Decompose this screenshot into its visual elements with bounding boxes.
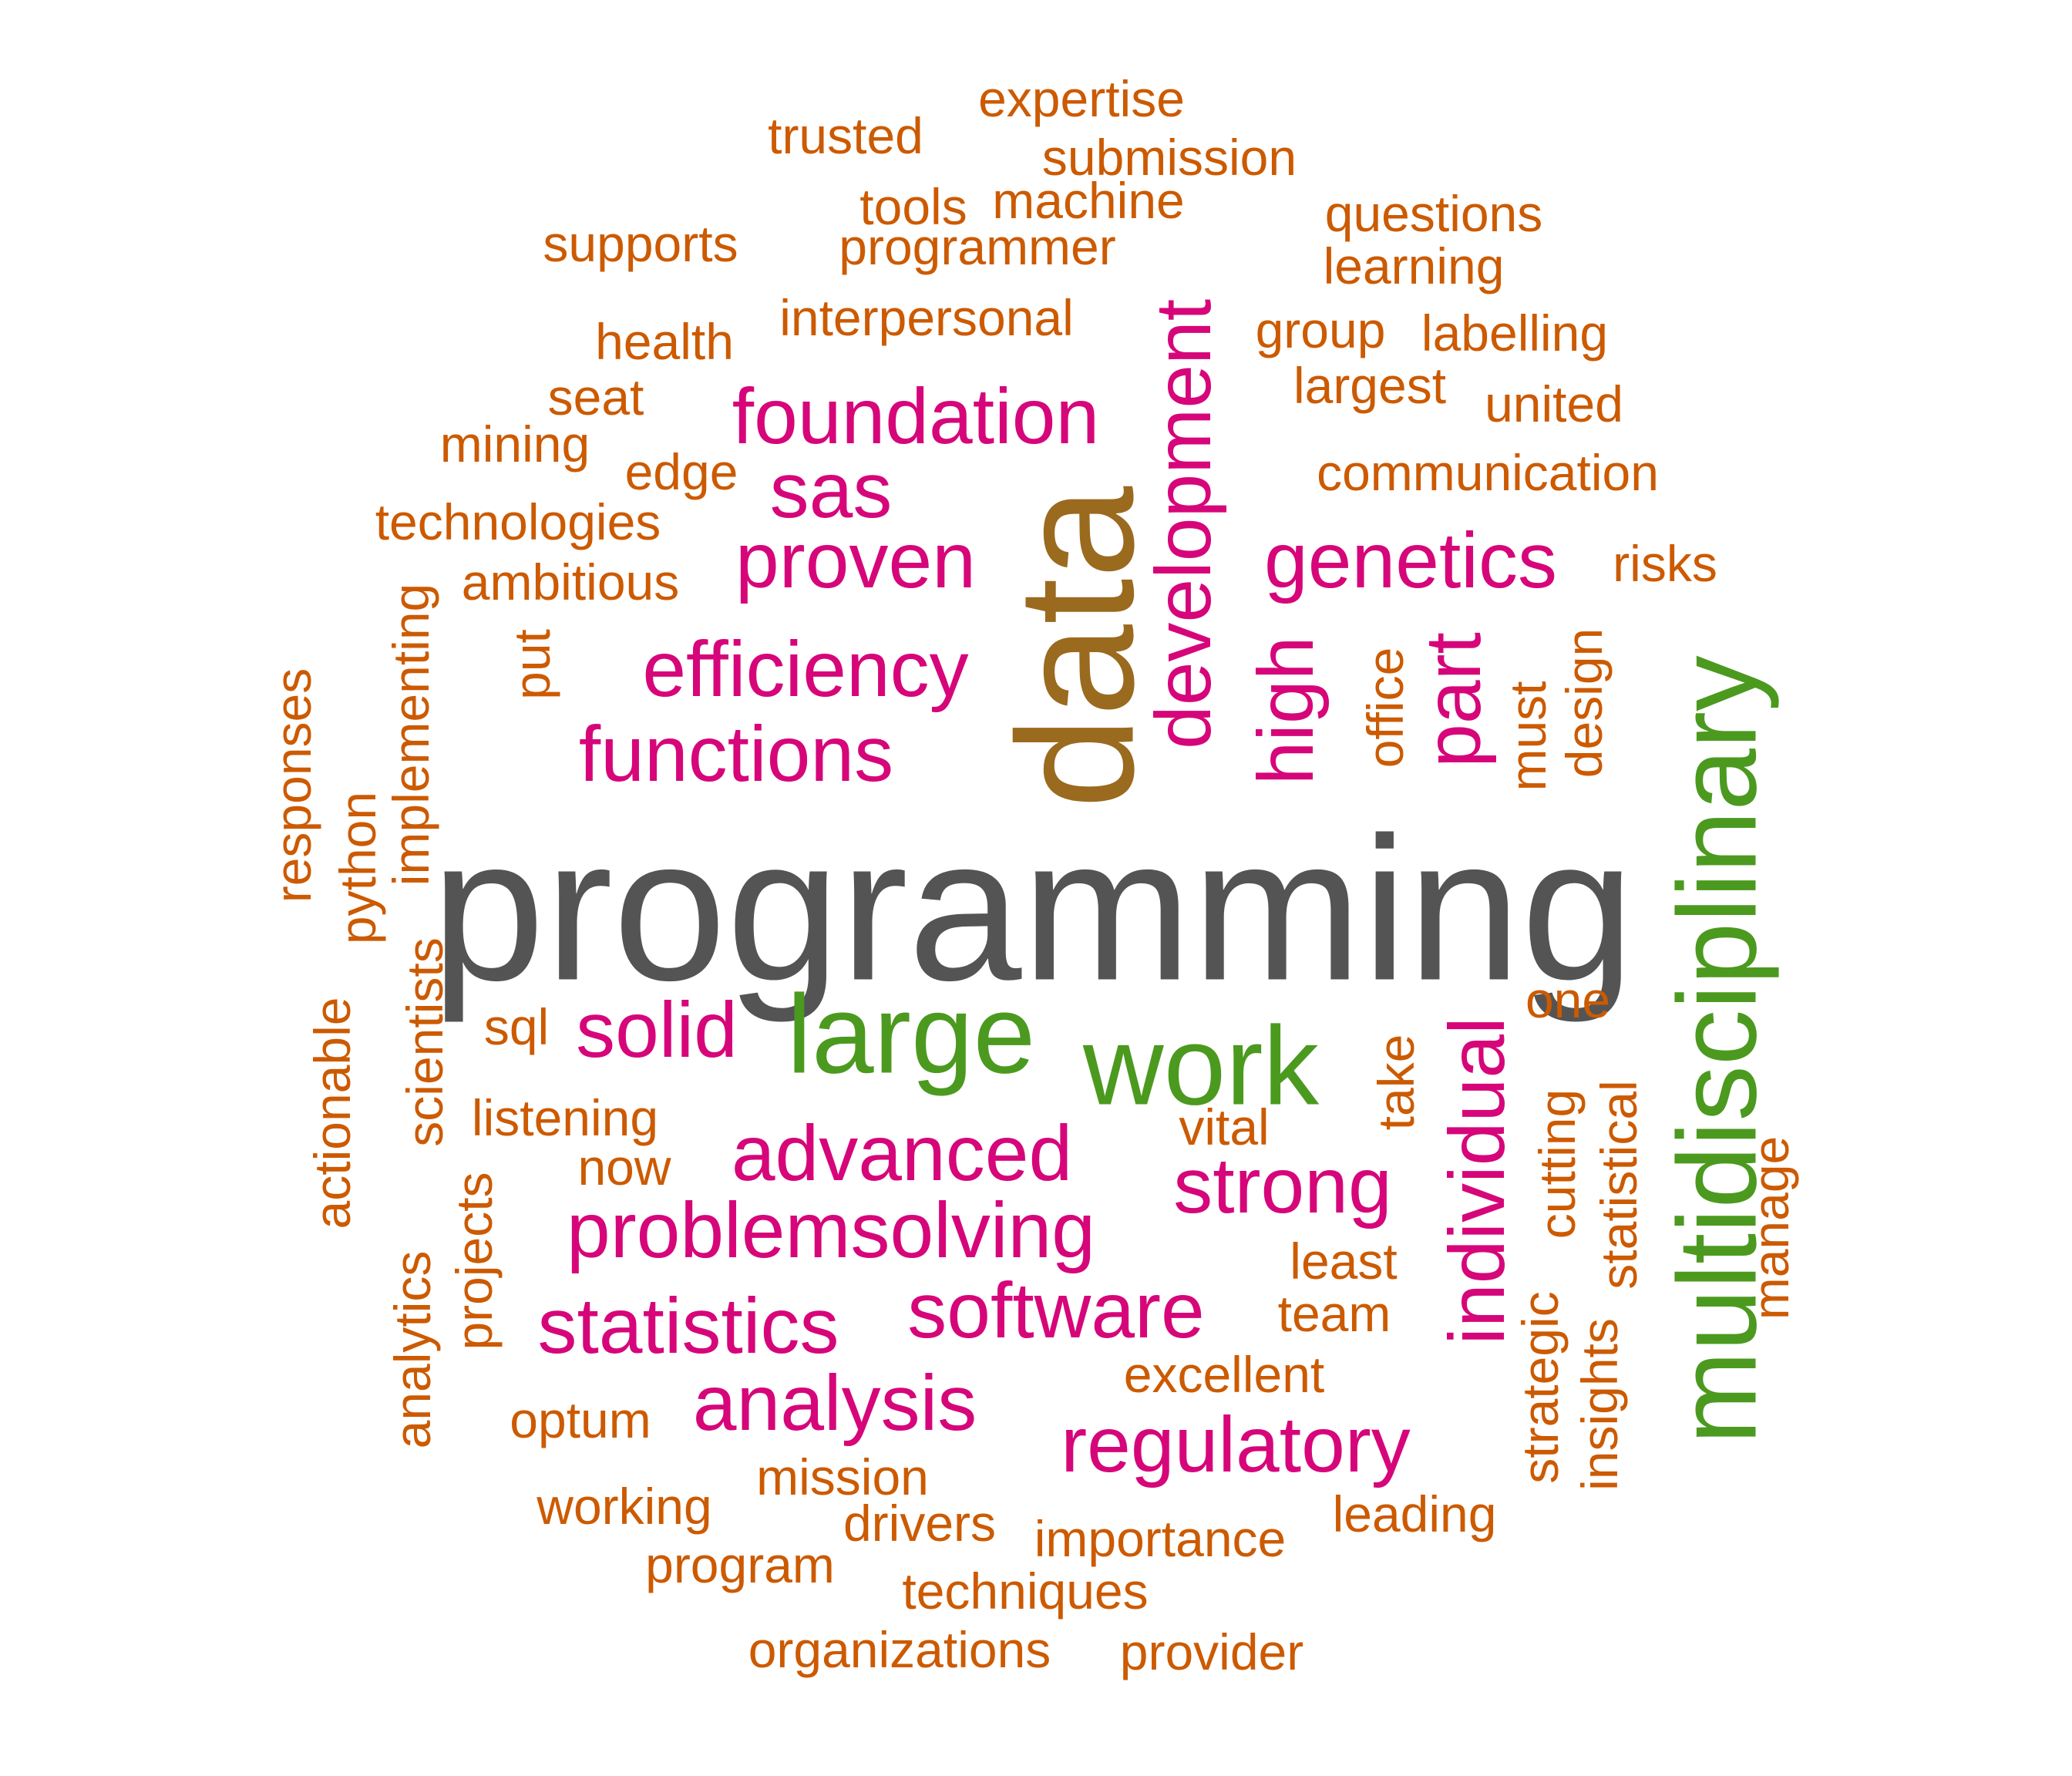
word-strategic: strategic [1512,1291,1569,1484]
word-proven: proven [735,516,976,604]
word-mining: mining [439,415,590,473]
word-working: working [536,1478,712,1535]
word-team: team [1277,1285,1391,1342]
word-genetics: genetics [1264,516,1557,604]
word-learning: learning [1323,237,1505,294]
word-efficiency: efficiency [642,625,969,713]
word-optum: optum [510,1391,651,1448]
word-work: work [1082,1003,1320,1128]
word-vital: vital [1179,1098,1270,1155]
word-python: python [329,791,386,945]
word-statistics: statistics [537,1282,839,1370]
word-office: office [1357,647,1414,769]
word-one: one [1525,971,1611,1028]
word-cutting: cutting [1529,1088,1586,1240]
word-risks: risks [1613,535,1717,592]
word-mission: mission [756,1448,929,1505]
word-largest: largest [1293,357,1447,414]
word-leading: leading [1332,1485,1497,1542]
word-responses: responses [264,668,321,903]
word-solid: solid [576,986,738,1074]
word-analytics: analytics [384,1250,441,1449]
word-sql: sql [483,998,550,1055]
word-edge: edge [624,443,738,500]
word-group: group [1255,301,1386,358]
word-projects: projects [446,1172,503,1350]
word-take: take [1367,1034,1424,1131]
word-organizations: organizations [748,1621,1051,1678]
word-excellent: excellent [1123,1346,1325,1403]
word-listening: listening [471,1089,659,1146]
word-now: now [577,1139,671,1196]
word-least: least [1290,1233,1398,1290]
word-problemsolving: problemsolving [566,1186,1096,1274]
word-design: design [1556,627,1613,779]
word-manage: manage [1742,1135,1799,1320]
word-regulatory: regulatory [1061,1401,1411,1488]
word-functions: functions [578,710,894,798]
word-individual: individual [1433,1017,1521,1345]
word-sas: sas [769,446,893,534]
word-supports: supports [543,215,738,272]
word-part: part [1409,632,1497,768]
word-implementing: implementing [382,583,439,886]
word-machine: machine [992,172,1185,229]
word-drivers: drivers [843,1495,997,1552]
word-techniques: techniques [902,1562,1149,1620]
word-put: put [503,629,560,700]
word-must: must [1499,681,1556,792]
word-scientists: scientists [396,937,453,1147]
word-advanced: advanced [731,1109,1073,1197]
word-high: high [1242,636,1330,785]
word-strong: strong [1173,1142,1392,1229]
word-programming: programming [431,795,1635,1024]
word-technologies: technologies [375,493,661,550]
word-communication: communication [1317,444,1659,501]
word-questions: questions [1324,185,1543,242]
word-submission: submission [1041,129,1297,186]
word-multidisciplinary: multidisciplinary [1654,655,1780,1445]
word-expertise: expertise [978,70,1185,127]
word-program: program [645,1536,835,1593]
word-united: united [1485,375,1623,432]
word-importance: importance [1034,1510,1287,1567]
word-seat: seat [547,368,644,426]
word-insights: insights [1571,1318,1628,1491]
word-trusted: trusted [768,107,923,164]
word-analysis: analysis [692,1359,977,1447]
word-foundation: foundation [732,372,1100,460]
word-provider: provider [1119,1623,1304,1680]
word-programmer: programmer [839,218,1116,275]
word-statistical: statistical [1590,1080,1647,1290]
word-labelling: labelling [1421,304,1609,362]
word-tools: tools [859,178,967,235]
word-development: development [1139,298,1227,750]
word-ambitious: ambitious [461,553,680,610]
word-health: health [595,313,734,370]
word-interpersonal: interpersonal [779,289,1074,346]
word-actionable: actionable [304,997,361,1229]
word-large: large [786,971,1036,1097]
word-data: data [982,486,1169,809]
word-software: software [907,1266,1205,1354]
